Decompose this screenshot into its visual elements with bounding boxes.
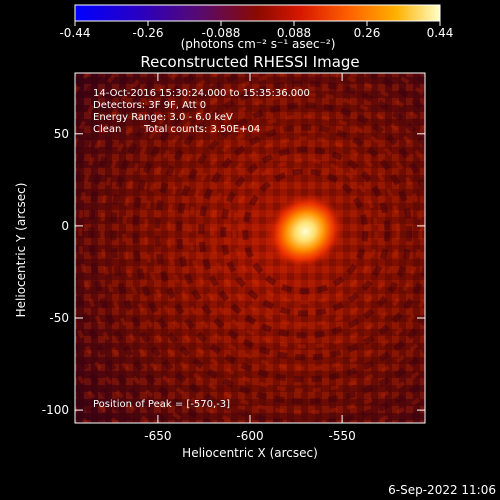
colorbar-tick-label: 0.26 bbox=[354, 26, 381, 40]
peak-source bbox=[266, 193, 344, 270]
y-tick-label: 50 bbox=[54, 127, 69, 141]
annotation-energy: Energy Range: 3.0 - 6.0 keV bbox=[93, 112, 233, 123]
sidelobe-ring-bright bbox=[188, 114, 423, 349]
colorbar-tick-label: -0.44 bbox=[59, 26, 90, 40]
x-tick-label: -550 bbox=[328, 429, 355, 443]
x-axis: -650 -600 -550 bbox=[144, 73, 356, 443]
annotation-counts: Total counts: 3.50E+04 bbox=[143, 124, 260, 135]
annotation-detectors: Detectors: 3F 9F, Att 0 bbox=[93, 100, 206, 111]
footer-date: 6-Sep-2022 11:06 bbox=[388, 483, 496, 497]
heatmap-image bbox=[75, 73, 425, 423]
colorbar-label: (photons cm⁻² s⁻¹ asec⁻²) bbox=[181, 37, 336, 51]
sidelobe-ring bbox=[220, 146, 391, 317]
x-axis-title: Heliocentric X (arcsec) bbox=[182, 446, 318, 460]
sidelobe-ring-bright bbox=[100, 73, 425, 423]
colorbar-gradient bbox=[74, 4, 441, 22]
chart-title: Reconstructed RHESSI Image bbox=[140, 53, 359, 71]
colorbar-tick-label: 0.088 bbox=[277, 26, 311, 40]
annotation-peak: Position of Peak = [-570,-3] bbox=[93, 399, 230, 410]
colorbar-tick-label: -0.088 bbox=[202, 26, 241, 40]
y-tick-label: 0 bbox=[61, 219, 69, 233]
sidelobe-ring-bright bbox=[210, 136, 401, 327]
sidelobe-ring bbox=[110, 73, 425, 423]
y-axis: -100 -50 0 50 bbox=[42, 127, 425, 417]
y-axis-title: Heliocentric Y (arcsec) bbox=[14, 183, 28, 318]
y-tick-label: -100 bbox=[42, 403, 69, 417]
sidelobe-ring-bright bbox=[232, 158, 379, 305]
colorbar: -0.44 -0.26 -0.088 0.088 0.26 0.44 (photons c… bbox=[59, 4, 454, 51]
y-tick-label: -50 bbox=[49, 311, 69, 325]
annotation-time: 14-Oct-2016 15:30:24.000 to 15:35:36.000 bbox=[93, 88, 310, 99]
x-tick-label: -650 bbox=[144, 429, 171, 443]
sidelobe-ring bbox=[242, 168, 369, 295]
sidelobe-ring bbox=[88, 73, 425, 423]
sidelobe-ring-bright bbox=[78, 73, 425, 423]
info-annotations: 14-Oct-2016 15:30:24.000 to 15:35:36.000… bbox=[93, 88, 310, 410]
sidelobe-ring bbox=[198, 124, 413, 339]
x-tick-label: -600 bbox=[236, 429, 263, 443]
colorbar-tick-label: 0.44 bbox=[427, 26, 454, 40]
annotation-method: Clean bbox=[93, 124, 121, 135]
colorbar-tick-label: -0.26 bbox=[132, 26, 163, 40]
